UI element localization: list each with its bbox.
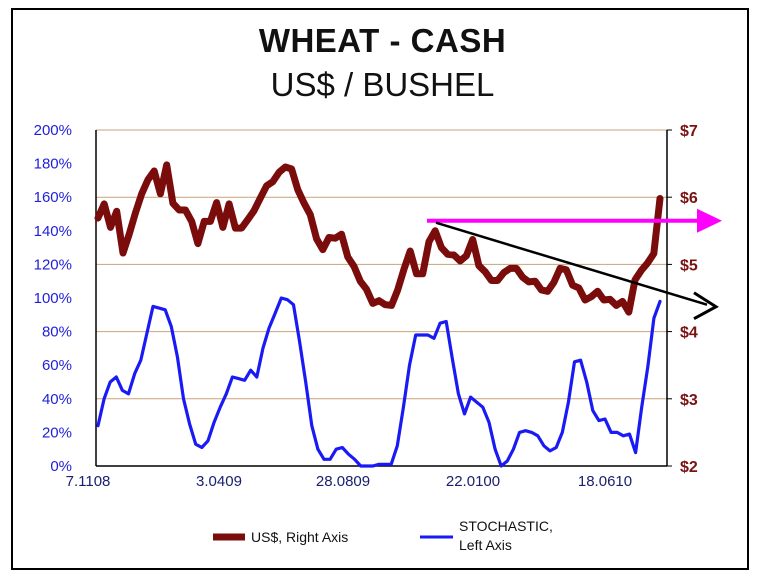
- series-lines: [94, 161, 664, 468]
- left-tick-label: 180%: [34, 156, 72, 173]
- trend-arrow-line: [435, 221, 708, 306]
- chart-subtitle: US$ / BUSHEL: [270, 66, 495, 103]
- series-line-usd: [94, 161, 664, 316]
- legend: US$, Right Axis STOCHASTIC, Left Axis: [213, 518, 553, 553]
- right-tick-label: $7: [680, 123, 698, 140]
- x-tick-label: 22.0100: [446, 473, 500, 490]
- left-tick-label: 40%: [42, 391, 72, 408]
- right-tick-label: $4: [680, 325, 698, 342]
- chart-title: WHEAT - CASH: [258, 22, 507, 59]
- left-tick-label: 60%: [42, 357, 72, 374]
- chart-frame: [11, 8, 749, 570]
- right-axis-ticks: $2 $3 $4 $5 $6 $7: [667, 123, 698, 476]
- legend-label-stochastic-2: Left Axis: [459, 537, 512, 553]
- right-tick-label: $3: [680, 392, 698, 409]
- left-tick-label: 0%: [50, 458, 72, 475]
- left-tick-label: 120%: [34, 256, 72, 273]
- trend-arrow-head: [693, 291, 719, 321]
- x-axis-ticks: 7.1108 3.0409 28.0809 22.0100 18.0610: [66, 473, 633, 490]
- left-tick-label: 100%: [34, 290, 72, 307]
- x-tick-label: 28.0809: [316, 473, 370, 490]
- resistance-arrow-head: [697, 208, 722, 233]
- left-tick-label: 140%: [34, 223, 72, 240]
- legend-label-stochastic-1: STOCHASTIC,: [459, 518, 553, 534]
- left-tick-label: 20%: [42, 424, 72, 441]
- right-tick-label: $6: [680, 190, 698, 207]
- series-line-stochastic: [96, 296, 662, 468]
- x-tick-label: 7.1108: [66, 473, 111, 490]
- x-tick-label: 3.0409: [196, 473, 242, 490]
- left-tick-label: 200%: [34, 122, 72, 139]
- left-tick-label: 160%: [34, 189, 72, 206]
- left-tick-label: 80%: [42, 324, 72, 341]
- left-axis-ticks: 0% 20% 40% 60% 80% 100% 120% 140% 160% 180% 200%: [34, 122, 72, 475]
- x-tick-label: 18.0610: [578, 473, 632, 490]
- right-tick-label: $2: [680, 459, 698, 476]
- annotations: [427, 208, 722, 321]
- right-tick-label: $5: [680, 257, 698, 274]
- legend-label-usd: US$, Right Axis: [251, 529, 348, 545]
